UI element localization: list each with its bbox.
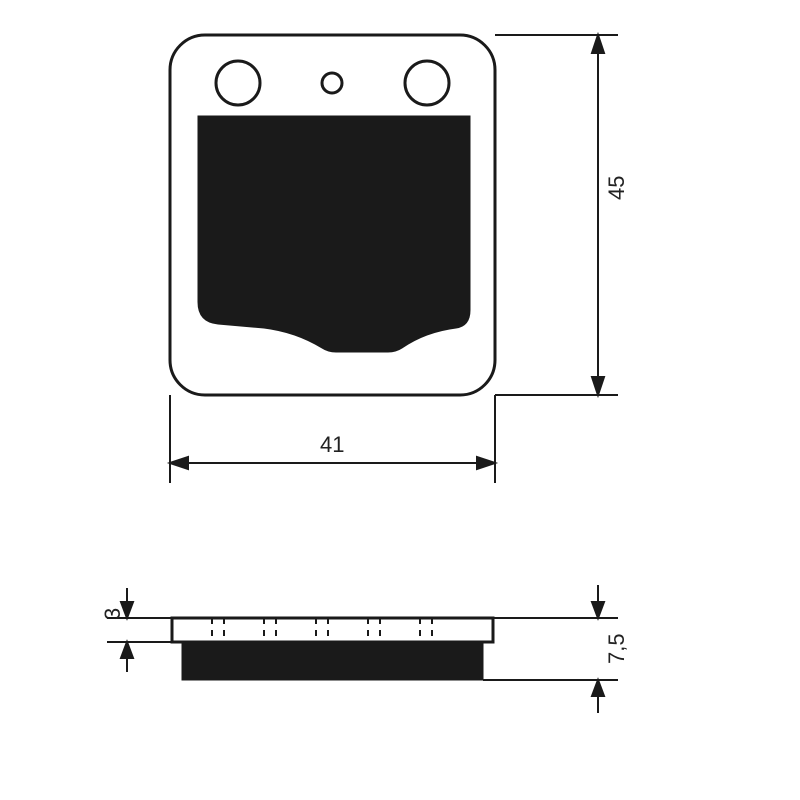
dim-total-label: 7,5 (604, 633, 630, 664)
side-backing (172, 618, 493, 642)
side-friction (182, 642, 483, 680)
dim-back-thickness (107, 588, 172, 672)
top-view (170, 35, 495, 395)
dim-height-label: 45 (604, 176, 630, 200)
side-view (172, 618, 493, 680)
technical-drawing (0, 0, 800, 800)
hole-left (216, 61, 260, 105)
hole-right (405, 61, 449, 105)
dim-height (495, 35, 618, 395)
dim-width-label: 41 (320, 432, 344, 458)
dim-back-label: 3 (100, 608, 126, 620)
dim-total-thickness (483, 585, 618, 713)
hole-center (322, 73, 342, 93)
friction-pad (198, 116, 470, 352)
